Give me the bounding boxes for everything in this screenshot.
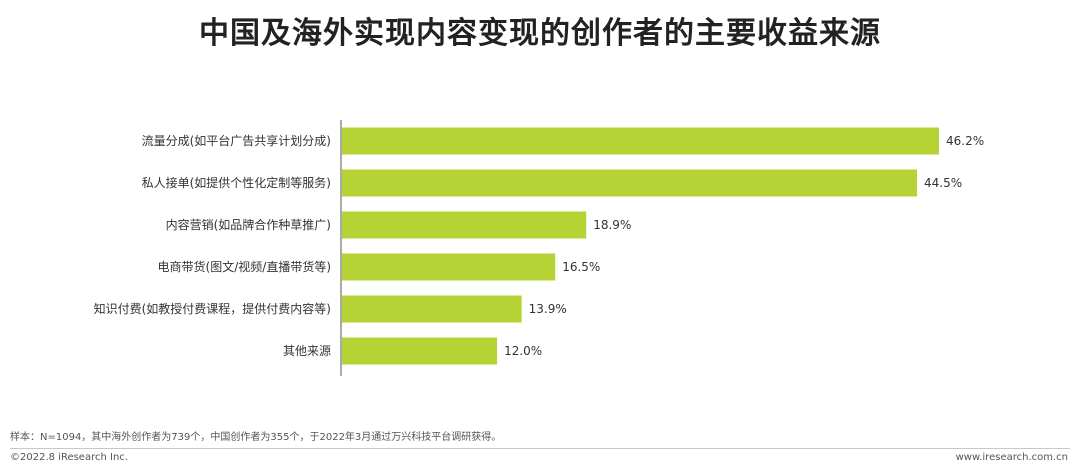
value-label: 44.5% — [924, 176, 962, 190]
bar-chart: 流量分成(如平台广告共享计划分成) 46.2% 私人接单(如提供个性化定制等服务) 4… — [94, 120, 984, 376]
value-label: 46.2% — [946, 134, 984, 148]
bar — [342, 169, 918, 197]
sample-footnote: 样本：N=1094，其中海外创作者为739个，中国创作者为355个，于2022年… — [10, 432, 502, 443]
bar — [342, 211, 587, 239]
website-link[interactable]: www.iresearch.com.cn — [955, 452, 1068, 463]
value-label: 13.9% — [529, 302, 567, 316]
category-label: 知识付费(如教授付费课程，提供付费内容等) — [94, 301, 331, 316]
bar — [342, 337, 498, 365]
bar — [342, 127, 939, 155]
category-label: 流量分成(如平台广告共享计划分成) — [142, 133, 331, 148]
chart-title: 中国及海外实现内容变现的创作者的主要收益来源 — [199, 16, 881, 51]
value-label: 12.0% — [504, 344, 542, 358]
value-label: 16.5% — [562, 260, 600, 274]
footer-divider — [10, 448, 1070, 449]
category-label: 其他来源 — [283, 344, 331, 358]
category-label: 私人接单(如提供个性化定制等服务) — [142, 175, 331, 190]
value-label: 18.9% — [593, 218, 631, 232]
bar — [342, 253, 556, 281]
bar — [342, 295, 522, 323]
category-label: 内容营销(如品牌合作种草推广) — [166, 217, 331, 232]
copyright-text: ©2022.8 iResearch Inc. — [10, 452, 128, 463]
category-label: 电商带货(图文/视频/直播带货等) — [158, 259, 331, 274]
